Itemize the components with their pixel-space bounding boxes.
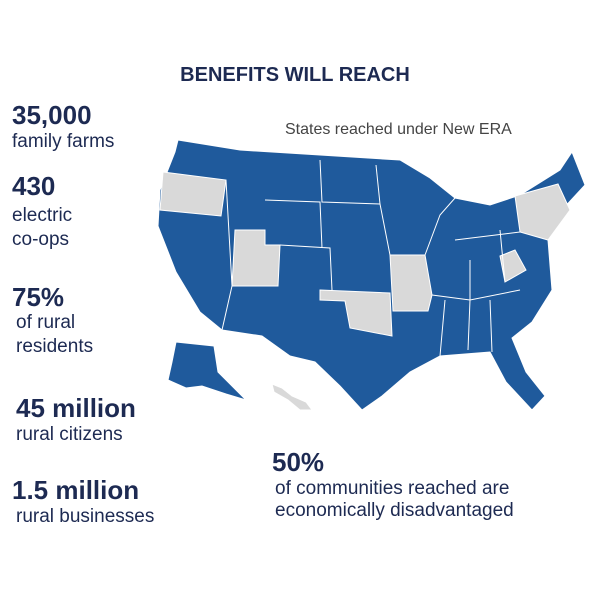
title: BENEFITS WILL REACH <box>180 64 410 86</box>
stat-figure: 1.5 million <box>12 475 140 505</box>
alaska <box>167 341 247 401</box>
stat-label: rural businesses <box>16 506 155 527</box>
stat-label: electric co-ops <box>12 205 73 250</box>
stat-label: of rural residents <box>16 312 94 357</box>
map-caption: States reached under New ERA <box>285 121 512 138</box>
stat-figure: 75% <box>12 282 65 312</box>
stat-figure: 45 million <box>16 393 136 423</box>
stat-figure: 35,000 <box>12 100 92 130</box>
stat-figure: 50% <box>272 447 325 477</box>
stat-label: of communities reached are economically … <box>275 478 514 521</box>
stat-label: rural citizens <box>16 424 123 445</box>
state-borders <box>221 159 521 357</box>
stat-figure: 430 <box>12 171 56 201</box>
continental-us <box>157 139 586 411</box>
unreached-states <box>159 171 571 411</box>
stat-label: family farms <box>12 131 115 152</box>
